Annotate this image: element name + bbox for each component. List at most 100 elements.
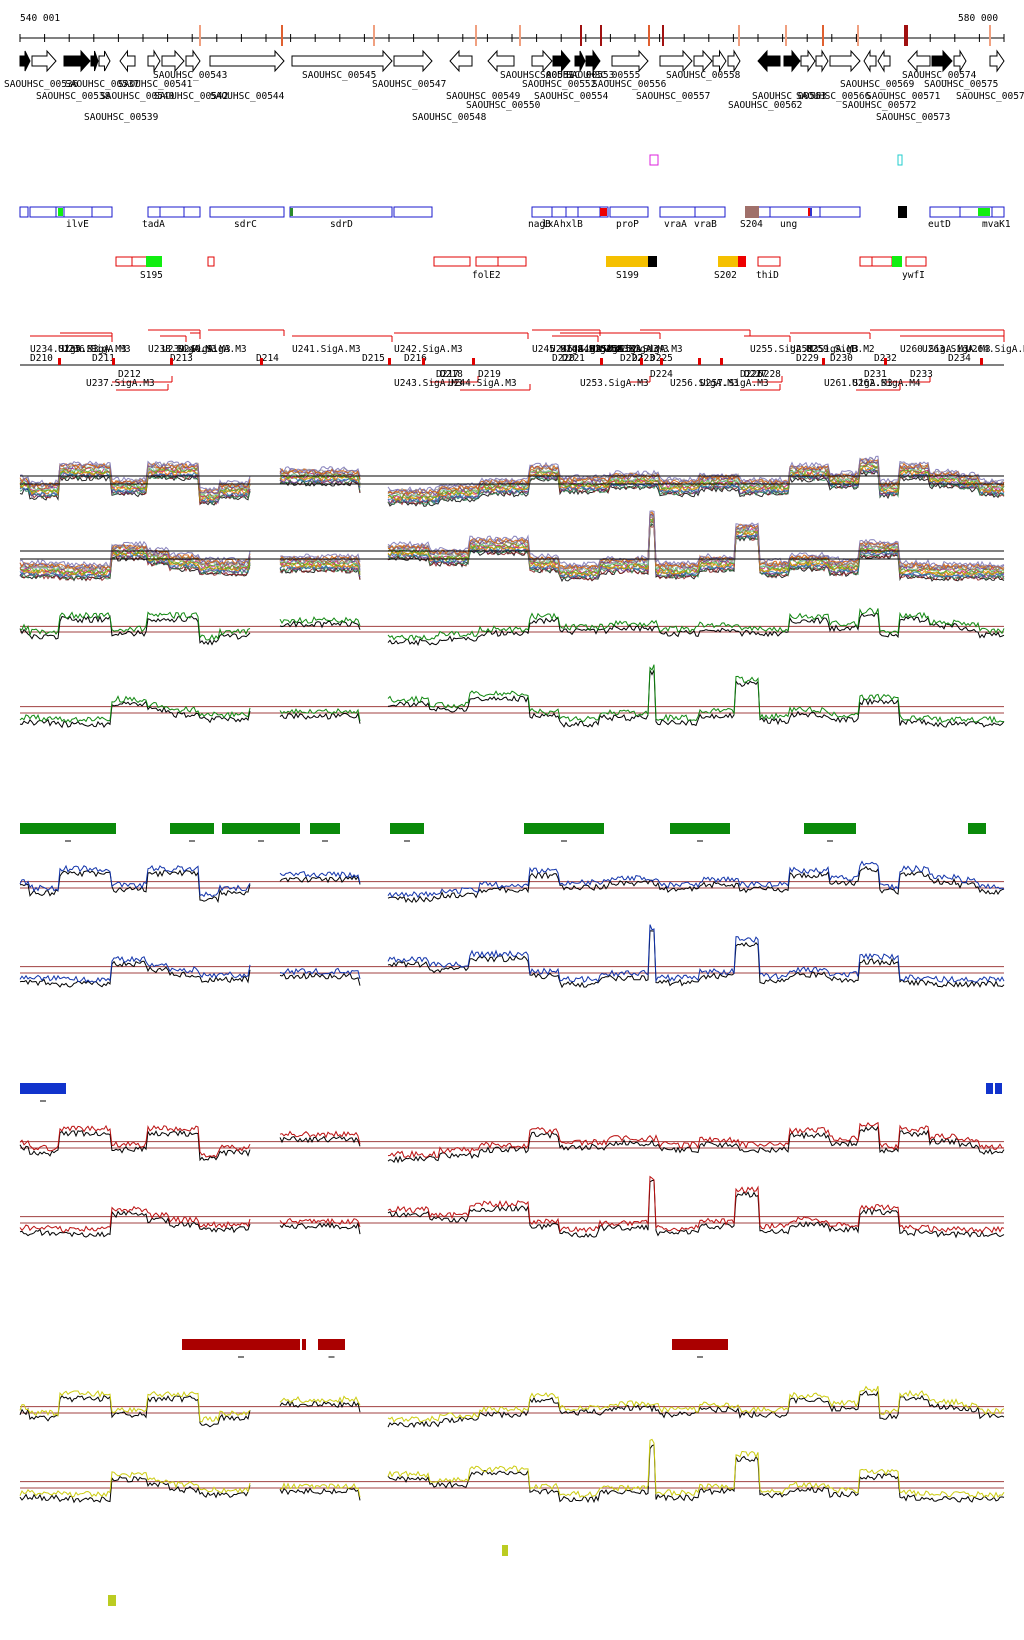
srna-box	[871, 256, 893, 267]
gene-label: SAOUHSC_00554	[534, 91, 609, 102]
gene-label: SAOUHSC_00548	[412, 112, 487, 123]
marker-cyan	[897, 154, 903, 166]
marker-magenta	[649, 154, 659, 166]
signal-block	[672, 1339, 728, 1350]
annotation-highlight	[810, 208, 812, 216]
transcript-mark	[980, 358, 983, 365]
signal-block	[390, 823, 424, 834]
gene-arrow	[393, 49, 433, 73]
downstream-marker-label: D223	[632, 353, 655, 364]
profile-colored-series	[19, 1121, 1005, 1159]
srna-highlight	[718, 256, 740, 267]
transcript-label: U256.SigA.M3	[670, 378, 739, 389]
gene-label: SAOUHSC_00540	[100, 91, 175, 102]
gene-label: SAOUHSC_00557	[636, 91, 710, 102]
annotation-label: sdrC	[234, 219, 257, 230]
gene-arrow	[574, 50, 586, 72]
gene-arrow	[98, 50, 111, 72]
srna-box	[475, 256, 499, 267]
profile-colored-series	[19, 1438, 1005, 1499]
transcript-mark	[58, 358, 61, 365]
signal-block	[182, 1339, 300, 1350]
transcript-label: U259.SigB.M2	[806, 344, 875, 355]
gene-arrow	[487, 49, 515, 73]
gene-track: SAOUHSC_00536SAOUHSC_00537SAOUHSC_00538S…	[4, 49, 1024, 123]
annotation-label: vraB	[694, 219, 717, 230]
annotation-box	[991, 206, 1005, 218]
srna-box	[905, 256, 927, 267]
transcript-mark	[112, 358, 115, 365]
downstream-marker-label: D214	[256, 353, 279, 364]
transcript-mark	[720, 358, 723, 365]
annotation-highlight	[58, 208, 63, 216]
gene-label: SAOUHSC_00555	[566, 70, 640, 81]
transcript-mark	[170, 358, 173, 365]
gene-label: SAOUHSC_00551	[500, 70, 575, 81]
transcript-label: U241.SigA.M3	[292, 344, 361, 355]
transcript-mark	[822, 358, 825, 365]
srna-highlight	[146, 256, 162, 267]
gene-arrow	[783, 49, 801, 73]
gene-label: SAOUHSC_00550	[466, 100, 541, 111]
profile-colored-series	[19, 664, 1005, 724]
annotation-label: sdrD	[330, 219, 353, 230]
annotation-box	[694, 206, 726, 218]
gene-label: SAOUHSC_00575	[924, 79, 998, 90]
expression-heat-panel-1	[19, 455, 1005, 507]
gene-label: SAOUHSC_00563	[752, 91, 826, 102]
gene-arrow	[829, 49, 861, 73]
gene-arrow	[659, 49, 693, 73]
profile-colored-series	[19, 607, 1005, 642]
transcript-mark	[600, 358, 603, 365]
srna-box	[757, 256, 781, 267]
end-coordinate: 580 000	[958, 13, 998, 24]
gene-arrow	[531, 49, 553, 73]
annotation-label: ung	[780, 219, 797, 230]
signal-block	[995, 1083, 1002, 1094]
srna-highlight	[892, 256, 902, 267]
transcript-label: U261.SigA.M3	[824, 378, 893, 389]
yellow-profile-panel-2	[19, 1438, 1005, 1504]
annotation-box	[289, 206, 393, 218]
profile-colored-series	[19, 860, 1005, 899]
yellow-profile-panel-1	[19, 1385, 1005, 1428]
blue-profile-panel-1	[19, 860, 1005, 904]
gene-label: SAOUHSC_00569	[840, 79, 915, 90]
gene-arrow	[931, 49, 953, 73]
srna-box	[131, 256, 149, 267]
gene-arrow	[63, 49, 91, 73]
transcript-label: U252.SigA.M3	[614, 344, 683, 355]
downstream-marker-label: D216	[404, 353, 427, 364]
transcript-label: U239.SigA.M3	[162, 344, 231, 355]
transcript-label: U245.SigA.M3	[532, 344, 601, 355]
profile-colored-series	[19, 924, 1005, 983]
gene-arrow	[877, 49, 891, 73]
gene-arrow	[552, 49, 571, 73]
annotation-box	[91, 206, 113, 218]
transcript-mark	[422, 358, 425, 365]
gene-label: SAOUHSC_00544	[210, 91, 285, 102]
gene-arrow	[712, 49, 727, 73]
transcript-label: U246.SigA.M3	[550, 344, 619, 355]
gene-label: SAOUHSC_00547	[372, 79, 446, 90]
annotation-highlight	[600, 208, 607, 216]
gene-label: SAOUHSC_00573	[876, 112, 950, 123]
profile-black-series	[19, 1124, 1005, 1164]
gene-label: SAOUHSC_00562	[728, 100, 802, 111]
transcript-label: U242.SigA.M3	[394, 344, 463, 355]
annotation-box	[29, 206, 57, 218]
annotation-label: hxlB	[560, 219, 583, 230]
gene-arrow	[161, 49, 185, 73]
gene-label: SAOUHSC_00571	[866, 91, 941, 102]
signal-block	[222, 823, 300, 834]
transcript-label: U249.SigA.M3	[572, 344, 641, 355]
downstream-marker-label: D217	[436, 369, 459, 380]
srna-label: S199	[616, 270, 639, 281]
annotation-highlight	[898, 206, 907, 218]
gene-label: SAOUHSC_00541	[118, 79, 193, 90]
transcript-mark	[884, 358, 887, 365]
annotation-highlight	[808, 208, 811, 216]
gene-label: SAOUHSC_00558	[666, 70, 741, 81]
annotation-box	[63, 206, 93, 218]
transcript-label: U248.SigA.M3	[560, 344, 629, 355]
